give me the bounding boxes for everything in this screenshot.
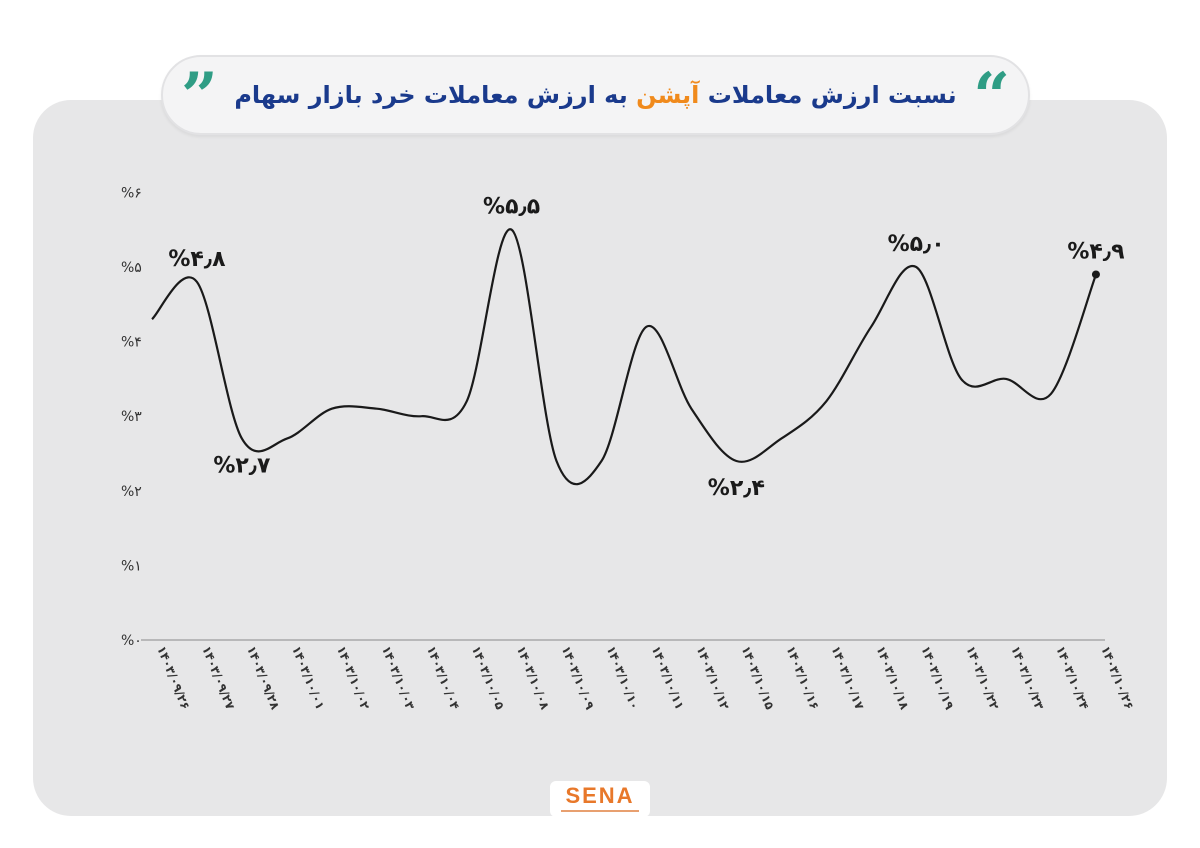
- x-tick-label: ۱۴۰۳/۱۰/۱۷: [828, 644, 866, 712]
- data-label: %۴٫۸: [168, 247, 226, 272]
- title-banner: ” نسبت ارزش معاملات آپشن به ارزش معاملات…: [161, 55, 1030, 135]
- x-tick-label: ۱۴۰۳/۱۰/۱۹: [918, 644, 956, 712]
- x-tick-label: ۱۴۰۳/۱۰/۰۴: [424, 644, 462, 712]
- y-tick-label: %۱: [121, 558, 142, 574]
- series-line: [151, 228, 1098, 486]
- quote-close-icon: “: [973, 59, 1010, 134]
- sena-logo: SENA: [550, 781, 650, 817]
- data-label: %۵٫۵: [483, 195, 540, 220]
- end-point-marker: [1091, 270, 1100, 279]
- x-tick-label: ۱۴۰۳/۱۰/۰۸: [514, 644, 552, 712]
- logo-text: SENA: [565, 783, 635, 808]
- y-tick-label: %۶: [121, 185, 142, 201]
- title-part-1: نسبت ارزش معاملات: [707, 81, 957, 109]
- x-tick-label: ۱۴۰۳/۱۰/۲۶: [1098, 644, 1136, 712]
- x-tick-label: ۱۴۰۳/۰۹/۲۷: [199, 644, 237, 712]
- quote-open-icon: ”: [181, 59, 218, 134]
- y-tick-label: %۲: [121, 484, 142, 500]
- x-tick-label: ۱۴۰۳/۱۰/۱۸: [873, 644, 911, 712]
- y-tick-label: %۰: [121, 633, 142, 649]
- x-tick-label: ۱۴۰۳/۱۰/۰۱: [289, 644, 327, 712]
- x-tick-label: ۱۴۰۳/۰۹/۲۶: [154, 644, 192, 712]
- x-tick-label: ۱۴۰۳/۱۰/۲۲: [963, 644, 1001, 712]
- x-tick-label: ۱۴۰۳/۱۰/۲۴: [1053, 644, 1091, 712]
- x-tick-label: ۱۴۰۳/۱۰/۱۵: [739, 644, 777, 712]
- title-accent-word: آپشن: [636, 81, 700, 109]
- y-tick-label: %۳: [121, 409, 142, 425]
- title-part-3: به ارزش معاملات خرد بازار سهام: [234, 81, 628, 109]
- x-tick-label: ۱۴۰۳/۱۰/۰۵: [469, 644, 507, 712]
- logo-underline: [561, 810, 639, 812]
- x-tick-label: ۱۴۰۳/۱۰/۰۲: [334, 644, 372, 712]
- x-tick-label: ۱۴۰۳/۰۹/۲۸: [244, 644, 282, 712]
- data-label: %۵٫۰: [888, 232, 945, 257]
- x-tick-label: ۱۴۰۳/۱۰/۱۶: [784, 644, 822, 712]
- x-tick-label: ۱۴۰۳/۱۰/۱۰: [604, 644, 642, 712]
- data-label: %۲٫۴: [708, 476, 765, 501]
- x-tick-label: ۱۴۰۳/۱۰/۱۱: [649, 644, 687, 712]
- x-tick-label: ۱۴۰۳/۱۰/۰۳: [379, 644, 417, 712]
- x-tick-label: ۱۴۰۳/۱۰/۱۲: [694, 644, 732, 712]
- x-tick-label: ۱۴۰۳/۱۰/۲۳: [1008, 644, 1046, 712]
- x-tick-label: ۱۴۰۳/۱۰/۰۹: [559, 644, 597, 712]
- y-tick-label: %۴: [121, 335, 142, 351]
- data-label: %۴٫۹: [1067, 239, 1124, 264]
- y-tick-label: %۵: [121, 260, 142, 276]
- chart-title: نسبت ارزش معاملات آپشن به ارزش معاملات خ…: [223, 57, 968, 133]
- data-label: %۲٫۷: [213, 454, 271, 479]
- chart-card: [33, 100, 1167, 816]
